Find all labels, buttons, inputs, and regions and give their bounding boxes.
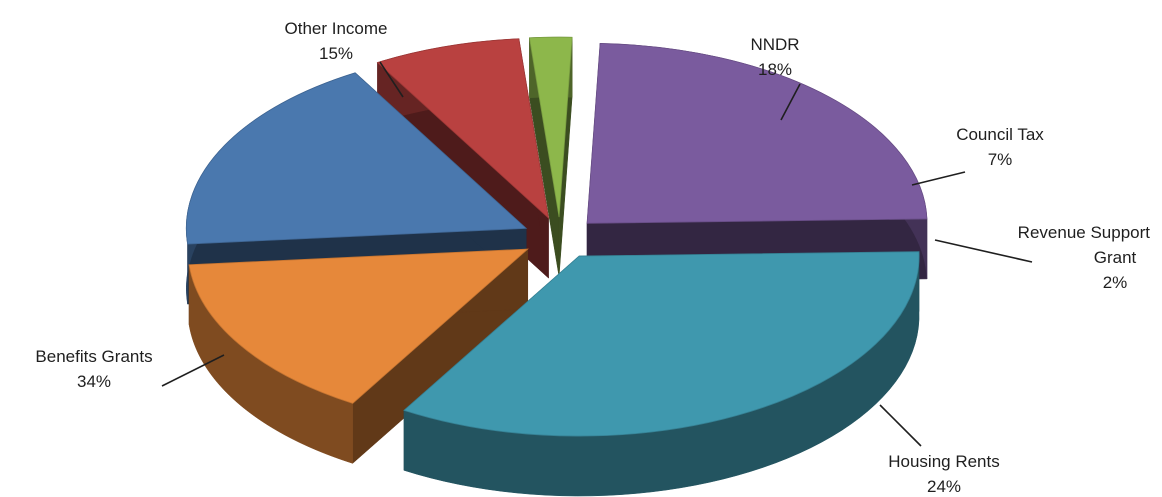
data-label-housing-rents: Housing Rents 24%	[888, 452, 1000, 496]
data-label-percent: 15%	[319, 44, 353, 63]
leader-lines	[161, 61, 1033, 447]
slice-housing-rents	[586, 43, 928, 284]
data-label-name: Other Income	[285, 19, 388, 38]
slice-top-council-tax	[376, 38, 550, 220]
data-label-name: Benefits Grants	[35, 347, 152, 366]
data-label-percent: 24%	[927, 477, 961, 496]
data-label-name: Council Tax	[956, 125, 1044, 144]
data-label-benefits-grants: Benefits Grants 34%	[35, 347, 152, 391]
data-label-nndr: NNDR 18%	[750, 35, 799, 79]
leader-line-housing-rents	[879, 404, 922, 447]
data-label-other-income: Other Income 15%	[285, 19, 388, 63]
leader-line-nndr	[780, 83, 801, 121]
data-label-name: Grant	[1094, 248, 1137, 267]
slice-top-benefits-grants	[403, 251, 920, 437]
data-label-percent: 18%	[758, 60, 792, 79]
leader-line-council-tax	[911, 171, 966, 186]
data-label-name: NNDR	[750, 35, 799, 54]
leader-line-other-income	[379, 61, 404, 98]
slice-top-other-income	[188, 248, 529, 404]
data-label-percent: 34%	[77, 372, 111, 391]
data-label-name: Housing Rents	[888, 452, 1000, 471]
slice-top-housing-rents	[586, 43, 928, 224]
slice-top-nndr	[185, 72, 528, 245]
data-label-percent: 7%	[988, 150, 1013, 169]
slice-top-revenue-support-grant	[528, 36, 573, 218]
slice-revenue-support-grant	[528, 36, 573, 278]
data-label-percent: 2%	[1103, 273, 1128, 292]
leader-line-benefits-grants	[161, 354, 225, 387]
data-label-council-tax: Council Tax 7%	[956, 125, 1044, 169]
data-label-revenue-support-grant: Revenue Support Grant 2%	[1018, 223, 1151, 292]
slice-other-income	[188, 248, 529, 464]
leader-line-revenue-support-grant	[934, 239, 1033, 263]
slice-benefits-grants	[403, 251, 920, 497]
slices-layer	[185, 36, 928, 497]
data-label-name: Revenue Support	[1018, 223, 1151, 242]
data-labels: NNDR 18% Council Tax 7% Revenue Support Grant…	[35, 19, 1150, 496]
